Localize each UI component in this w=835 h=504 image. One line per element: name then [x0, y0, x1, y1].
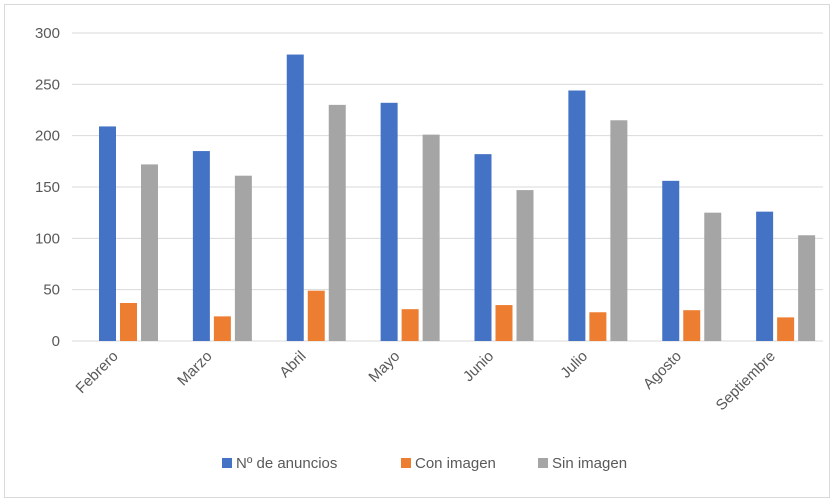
x-axis-tick-labels: Febrero Marzo Abril Mayo Junio Julio Agosto Sep…	[73, 348, 779, 414]
y-tick-label: 200	[35, 128, 60, 145]
bar-n-de-anuncios-julio	[568, 90, 586, 341]
y-tick-label: 0	[52, 333, 60, 350]
x-tick-label: Mayo	[365, 348, 403, 386]
y-tick-label: 300	[35, 25, 60, 42]
bar-sin-imagen-julio	[610, 120, 628, 342]
y-tick-label: 50	[43, 282, 60, 299]
bar-n-de-anuncios-marzo	[192, 151, 210, 341]
bar-con-imagen-agosto	[683, 310, 701, 341]
legend-swatch	[222, 458, 232, 468]
bar-con-imagen-mayo	[401, 309, 419, 341]
y-axis-tick-labels: 0 50 100 150 200 250 300	[35, 25, 60, 350]
y-tick-label: 250	[35, 76, 60, 93]
x-tick-label: Agosto	[640, 348, 685, 393]
legend-swatch	[401, 458, 411, 468]
bars	[99, 54, 816, 342]
bar-sin-imagen-febrero	[141, 164, 158, 341]
bar-con-imagen-junio	[495, 305, 513, 341]
bar-con-imagen-marzo	[213, 316, 231, 341]
legend-swatch	[538, 458, 548, 468]
bar-n-de-anuncios-febrero	[99, 126, 116, 341]
bar-sin-imagen-marzo	[234, 175, 252, 341]
bar-con-imagen-febrero	[120, 303, 137, 341]
bar-sin-imagen-septiembre	[798, 235, 816, 341]
bar-sin-imagen-agosto	[704, 212, 722, 341]
bar-n-de-anuncios-mayo	[380, 102, 398, 342]
bar-n-de-anuncios-junio	[474, 154, 492, 341]
bar-sin-imagen-abril	[328, 104, 346, 341]
y-tick-label: 150	[35, 179, 60, 196]
x-tick-label: Marzo	[174, 348, 215, 389]
chart-frame: 0 50 100 150 200 250 300 Febrero Marzo Abril Mayo…	[4, 4, 830, 498]
bar-con-imagen-septiembre	[777, 317, 795, 341]
bar-sin-imagen-mayo	[422, 134, 440, 341]
bar-sin-imagen-junio	[516, 190, 534, 341]
legend-label: Nº de anuncios	[236, 455, 337, 472]
legend: Nº de anuncios Con imagen Sin imagen	[222, 455, 627, 472]
bar-chart: 0 50 100 150 200 250 300 Febrero Marzo Abril Mayo…	[35, 25, 823, 472]
x-tick-label: Junio	[460, 348, 497, 385]
bar-n-de-anuncios-septiembre	[756, 211, 774, 341]
y-tick-label: 100	[35, 230, 60, 247]
bar-con-imagen-julio	[589, 312, 607, 341]
x-tick-label: Julio	[557, 348, 591, 382]
legend-label: Con imagen	[415, 455, 496, 472]
bar-con-imagen-abril	[307, 290, 325, 341]
x-tick-label: Febrero	[73, 348, 122, 397]
bar-n-de-anuncios-abril	[286, 54, 304, 342]
bar-n-de-anuncios-agosto	[662, 180, 680, 341]
x-tick-label: Septiembre	[713, 348, 779, 414]
legend-label: Sin imagen	[552, 455, 627, 472]
x-tick-label: Abril	[276, 348, 309, 381]
